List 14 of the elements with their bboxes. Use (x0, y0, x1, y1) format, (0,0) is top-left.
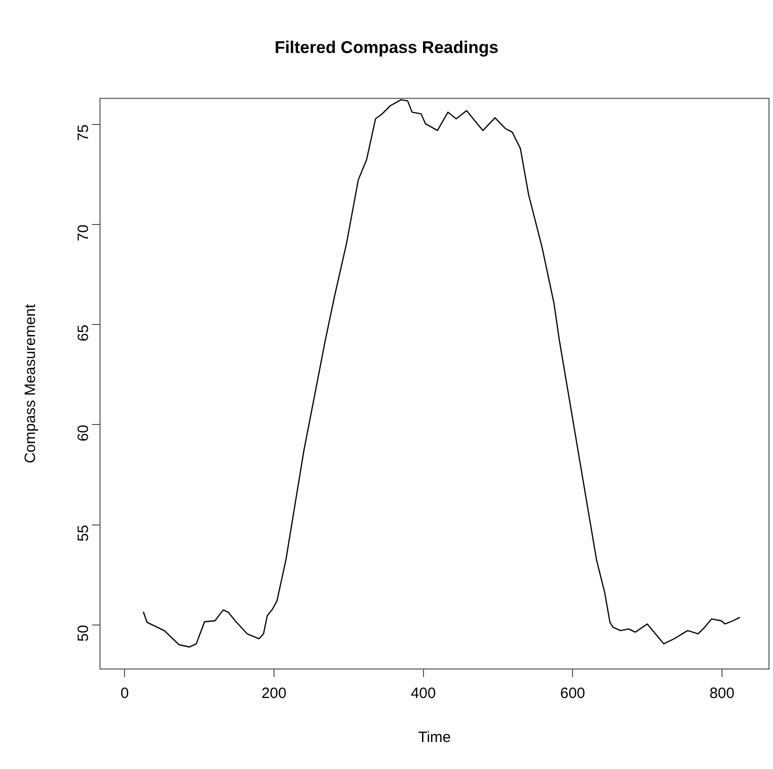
x-tick-label: 800 (709, 685, 734, 702)
y-tick-label: 50 (75, 624, 92, 642)
y-tick-label: 75 (75, 124, 92, 142)
x-axis-title: Time (418, 729, 451, 746)
y-axis-title: Compass Measurement (22, 303, 40, 464)
y-tick-label: 55 (75, 524, 92, 542)
y-tick-label: 70 (75, 224, 92, 242)
x-tick-label: 200 (261, 685, 286, 702)
x-tick-label: 600 (560, 685, 586, 702)
chart-title: Filtered Compass Readings (274, 38, 498, 57)
y-tick-label: 65 (75, 324, 92, 342)
y-tick-label: 60 (75, 424, 92, 442)
x-tick-label: 400 (410, 685, 436, 702)
x-tick-label: 0 (120, 685, 129, 702)
